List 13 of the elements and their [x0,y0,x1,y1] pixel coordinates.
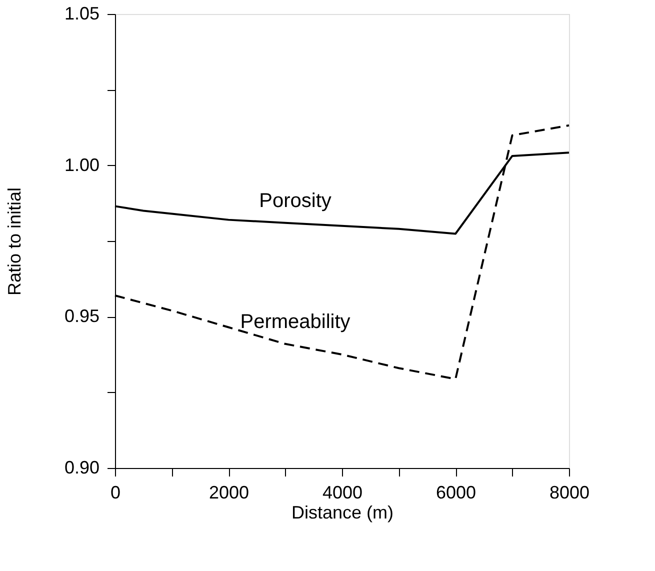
x-tick-label: 0 [110,482,121,502]
x-tick-label: 2000 [208,482,250,502]
series-label: Porosity [259,190,332,212]
series-label: Permeability [240,310,350,333]
x-tick-label: 8000 [549,482,590,502]
y-axis-title: Ratio to initial [4,187,24,296]
x-axis-title: Distance (m) [291,502,394,522]
y-tick-label: 1.00 [64,154,100,175]
x-tick-label: 6000 [436,482,476,502]
x-tick-label: 4000 [322,482,363,502]
y-tick-label: 1.05 [64,4,100,24]
y-tick-label: 0.95 [64,306,100,326]
y-tick-label: 0.90 [64,458,100,478]
